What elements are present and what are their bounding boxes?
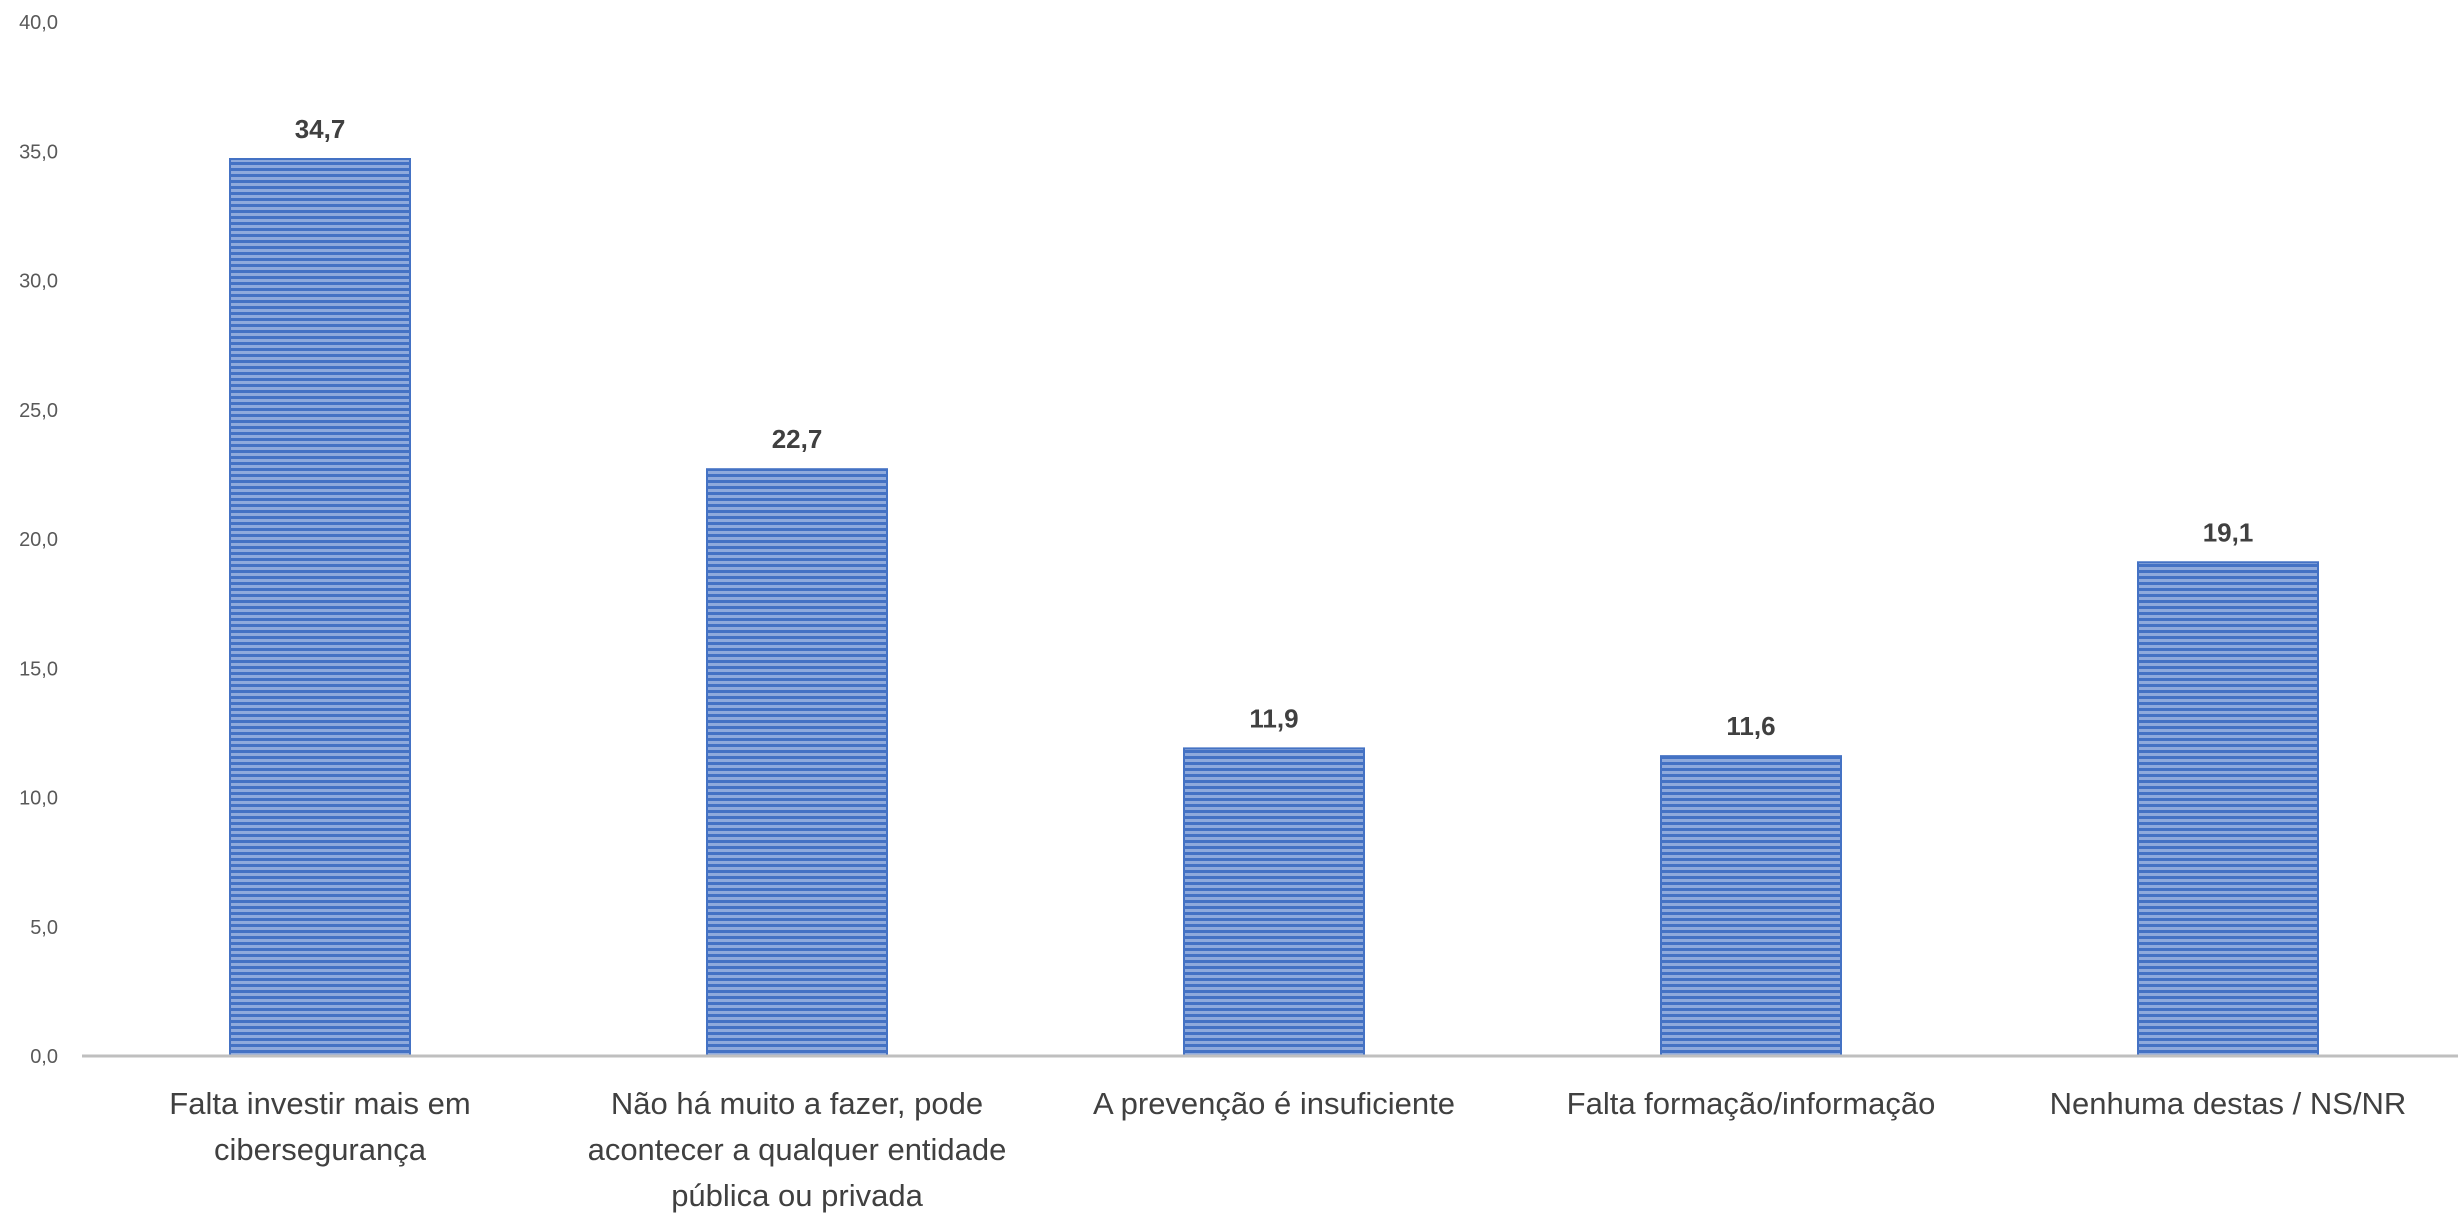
y-tick-label: 10,0 [19,788,58,810]
category-label-line: Falta investir mais em [169,1086,470,1121]
y-tick-label: 15,0 [19,658,58,680]
bars [229,158,2319,1057]
bar [2137,561,2319,1057]
category-label: Não há muito a fazer, pode acontecer a qu… [588,1086,1007,1213]
data-label: 34,7 [295,114,346,144]
category-label-line: acontecer a qualquer entidade [588,1132,1007,1167]
category-label: Nenhuma destas / NS/NR [2050,1086,2407,1121]
y-tick-label: 30,0 [19,271,58,293]
category-label-line: cibersegurança [214,1132,427,1167]
category-label: Falta formação/informação [1567,1086,1936,1121]
y-axis: 0,0 5,0 10,0 15,0 20,0 25,0 30,0 35,0 40,0 [19,12,58,1068]
y-tick-label: 40,0 [19,12,58,34]
data-label: 11,6 [1726,711,1775,741]
category-label-line: pública ou privada [671,1178,923,1213]
category-label: Falta investir mais em cibersegurança [169,1086,470,1167]
bar [229,158,411,1057]
bar [1660,755,1842,1057]
category-label-line: Nenhuma destas / NS/NR [2050,1086,2407,1121]
y-tick-label: 25,0 [19,400,58,422]
y-tick-label: 20,0 [19,529,58,551]
bar [1183,747,1365,1057]
x-axis-labels: Falta investir mais em cibersegurança Não … [169,1086,2406,1213]
data-label: 22,7 [772,424,823,454]
y-tick-label: 0,0 [30,1046,58,1068]
category-label-line: Não há muito a fazer, pode [611,1086,983,1121]
bar [706,468,888,1057]
category-label: A prevenção é insuficiente [1093,1086,1455,1121]
data-labels: 34,7 22,7 11,9 11,6 19,1 [295,114,2254,741]
y-tick-label: 35,0 [19,141,58,163]
data-label: 19,1 [2203,517,2254,547]
y-tick-label: 5,0 [30,917,58,939]
data-label: 11,9 [1249,703,1298,733]
category-label-line: Falta formação/informação [1567,1086,1936,1121]
category-label-line: A prevenção é insuficiente [1093,1086,1455,1121]
